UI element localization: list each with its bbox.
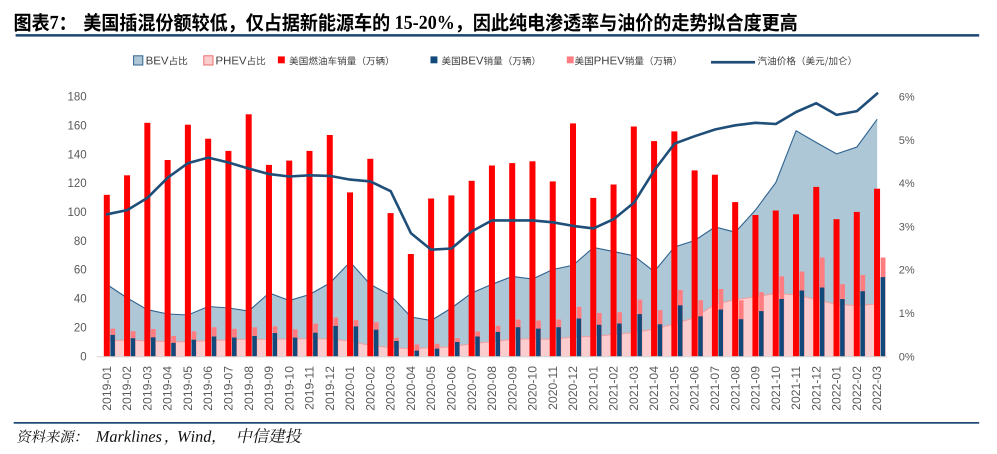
svg-text:2022-01: 2022-01 xyxy=(830,366,844,411)
svg-text:120: 120 xyxy=(68,178,87,190)
svg-text:5%: 5% xyxy=(899,135,915,147)
svg-text:2021-07: 2021-07 xyxy=(708,366,722,411)
svg-text:2020-03: 2020-03 xyxy=(384,366,398,411)
svg-text:2019-01: 2019-01 xyxy=(100,366,114,411)
svg-text:2019-04: 2019-04 xyxy=(161,366,175,411)
svg-text:2019-08: 2019-08 xyxy=(242,366,256,411)
svg-text:2021-01: 2021-01 xyxy=(586,366,600,411)
svg-text:2%: 2% xyxy=(899,265,915,277)
svg-text:2020-07: 2020-07 xyxy=(465,366,479,411)
svg-text:2020-08: 2020-08 xyxy=(485,366,499,411)
svg-text:4%: 4% xyxy=(899,178,915,190)
svg-text:180: 180 xyxy=(68,92,87,104)
svg-text:160: 160 xyxy=(68,121,87,133)
svg-text:2019-10: 2019-10 xyxy=(282,366,296,411)
svg-text:2020-04: 2020-04 xyxy=(404,366,418,411)
svg-text:2021-12: 2021-12 xyxy=(809,366,823,411)
svg-text:2019-02: 2019-02 xyxy=(120,366,134,411)
svg-text:2020-06: 2020-06 xyxy=(445,366,459,411)
svg-text:2019-12: 2019-12 xyxy=(323,366,337,411)
svg-text:0%: 0% xyxy=(899,351,915,363)
svg-text:20: 20 xyxy=(74,322,87,334)
svg-text:2020-11: 2020-11 xyxy=(546,366,560,410)
svg-text:2019-09: 2019-09 xyxy=(262,366,276,411)
svg-text:2020-02: 2020-02 xyxy=(363,366,377,411)
svg-text:2019-05: 2019-05 xyxy=(181,366,195,411)
svg-text:2020-12: 2020-12 xyxy=(566,366,580,411)
svg-text:2020-01: 2020-01 xyxy=(343,366,357,411)
svg-text:2021-05: 2021-05 xyxy=(668,366,682,411)
svg-text:2020-10: 2020-10 xyxy=(526,366,540,411)
svg-text:60: 60 xyxy=(74,265,87,277)
svg-text:2019-03: 2019-03 xyxy=(140,366,154,411)
svg-text:3%: 3% xyxy=(899,222,915,234)
svg-text:2021-06: 2021-06 xyxy=(688,366,702,411)
svg-text:2020-05: 2020-05 xyxy=(424,366,438,411)
svg-text:2021-08: 2021-08 xyxy=(728,366,742,411)
svg-text:2021-11: 2021-11 xyxy=(789,366,803,410)
svg-text:2021-03: 2021-03 xyxy=(627,366,641,411)
svg-text:2021-09: 2021-09 xyxy=(749,366,763,411)
svg-text:0: 0 xyxy=(80,351,86,363)
svg-text:2022-02: 2022-02 xyxy=(850,366,864,411)
svg-text:2022-03: 2022-03 xyxy=(870,366,884,411)
svg-text:140: 140 xyxy=(68,149,87,161)
svg-text:2020-09: 2020-09 xyxy=(505,366,519,411)
svg-text:100: 100 xyxy=(68,207,87,219)
svg-text:2019-06: 2019-06 xyxy=(201,366,215,411)
svg-text:40: 40 xyxy=(74,294,87,306)
svg-text:2021-02: 2021-02 xyxy=(607,366,621,411)
svg-text:80: 80 xyxy=(74,236,87,248)
svg-text:2019-11: 2019-11 xyxy=(303,366,317,410)
svg-text:2021-04: 2021-04 xyxy=(647,366,661,411)
svg-text:6%: 6% xyxy=(899,92,915,104)
svg-text:2019-07: 2019-07 xyxy=(222,366,236,411)
svg-text:1%: 1% xyxy=(899,308,915,320)
svg-text:2021-10: 2021-10 xyxy=(769,366,783,411)
